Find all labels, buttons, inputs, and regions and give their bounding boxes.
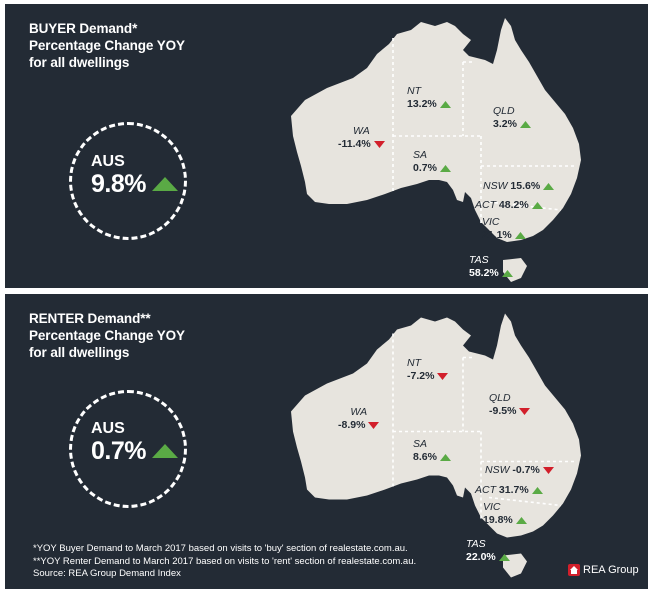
- region-act-name: ACT: [475, 199, 496, 211]
- aus-arrow-icon: [152, 444, 178, 458]
- aus-label: AUS: [91, 153, 125, 170]
- renter-demand-panel: RENTER Demand** Percentage Change YOY fo…: [5, 294, 648, 589]
- qld-arrow-icon: [519, 120, 531, 128]
- region-nt-name: NT: [407, 85, 421, 97]
- region-qld-value: -9.5%: [489, 405, 517, 417]
- region-nsw-value: 15.6%: [510, 180, 541, 192]
- mainland-shape: [291, 18, 581, 242]
- australia-map: [291, 18, 581, 282]
- region-vic-name: VIC: [482, 216, 500, 228]
- region-nsw-name: NSW: [485, 464, 510, 476]
- aus-value: 0.7%: [91, 437, 146, 465]
- aus-ring: [69, 390, 187, 508]
- region-wa-value: -8.9%: [338, 419, 366, 431]
- region-wa-name: WA: [352, 125, 370, 137]
- region-nt-name: NT: [407, 357, 421, 369]
- aus-label: AUS: [91, 420, 125, 437]
- region-nsw-name: NSW: [483, 180, 508, 192]
- region-act-value: 48.2%: [498, 199, 529, 211]
- footnote-renter: **YOY Renter Demand to March 2017 based …: [33, 555, 417, 567]
- state-borders: [392, 333, 575, 520]
- australia-map: [291, 313, 581, 578]
- mainland-shape: [291, 313, 581, 538]
- region-tas-name: TAS: [466, 538, 486, 550]
- sa-arrow-icon: [439, 453, 451, 461]
- renter-title: RENTER Demand** Percentage Change YOY fo…: [29, 310, 185, 361]
- act-arrow-icon: [531, 486, 543, 494]
- region-sa-name: SA: [413, 149, 428, 161]
- aus-ring: [69, 122, 187, 240]
- tas-arrow-icon: [501, 269, 513, 277]
- region-wa-name: WA: [350, 406, 368, 418]
- house-icon: [568, 564, 580, 577]
- region-act: ACT 31.7%: [475, 484, 543, 497]
- region-nt: NT -7.2%: [407, 357, 449, 383]
- region-tas: TAS 22.0%: [466, 538, 510, 564]
- region-nsw-value: -0.7%: [512, 464, 540, 476]
- buyer-title-line-1: BUYER Demand*: [29, 21, 138, 36]
- region-act: ACT 48.2%: [475, 199, 543, 212]
- buyer-demand-panel: BUYER Demand* Percentage Change YOY for …: [5, 4, 648, 288]
- region-sa: SA 8.6%: [413, 438, 451, 464]
- renter-title-line-2: Percentage Change YOY: [29, 328, 185, 343]
- wa-arrow-icon: [368, 421, 380, 429]
- wa-arrow-icon: [373, 140, 385, 148]
- nt-arrow-icon: [439, 100, 451, 108]
- region-tas-value: 58.2%: [469, 267, 499, 279]
- tasmania-shape: [503, 553, 527, 578]
- region-qld-value: 3.2%: [493, 118, 517, 130]
- region-vic: VIC 21.1%: [482, 216, 526, 242]
- vic-arrow-icon: [515, 516, 527, 524]
- footnotes: *YOY Buyer Demand to March 2017 based on…: [33, 543, 416, 581]
- region-sa-name: SA: [413, 438, 428, 450]
- region-wa: WA -11.4%: [338, 125, 385, 151]
- sa-arrow-icon: [439, 164, 451, 172]
- region-wa: WA -8.9%: [338, 406, 380, 432]
- region-vic-name: VIC: [483, 501, 501, 513]
- region-qld-name: QLD: [489, 392, 511, 404]
- tas-arrow-icon: [498, 553, 510, 561]
- region-nsw: NSW -0.7%: [485, 464, 554, 477]
- region-sa-value: 8.6%: [413, 451, 437, 463]
- region-nsw: NSW 15.6%: [483, 180, 555, 193]
- region-tas: TAS 58.2%: [469, 254, 513, 280]
- region-nt: NT 13.2%: [407, 85, 451, 111]
- region-sa: SA 0.7%: [413, 149, 451, 175]
- brand-name: REA Group: [583, 564, 639, 576]
- region-vic-value: 21.1%: [482, 229, 512, 241]
- aus-arrow-icon: [152, 177, 178, 191]
- buyer-title: BUYER Demand* Percentage Change YOY for …: [29, 20, 185, 71]
- renter-title-line-3: for all dwellings: [29, 345, 130, 360]
- qld-arrow-icon: [519, 407, 531, 415]
- vic-arrow-icon: [514, 231, 526, 239]
- region-act-name: ACT: [475, 484, 496, 496]
- state-borders: [392, 38, 575, 224]
- nt-arrow-icon: [437, 372, 449, 380]
- region-qld: QLD -9.5%: [489, 392, 531, 418]
- region-tas-value: 22.0%: [466, 551, 496, 563]
- nsw-arrow-icon: [542, 466, 554, 474]
- region-tas-name: TAS: [469, 254, 489, 266]
- rea-group-logo: REA Group: [568, 564, 639, 577]
- region-nt-value: 13.2%: [407, 98, 437, 110]
- region-qld-name: QLD: [493, 105, 515, 117]
- region-vic: VIC 19.8%: [483, 501, 527, 527]
- region-vic-value: 19.8%: [483, 514, 513, 526]
- buyer-title-line-2: Percentage Change YOY: [29, 38, 185, 53]
- region-nt-value: -7.2%: [407, 370, 435, 382]
- aus-value: 9.8%: [91, 170, 146, 198]
- nsw-arrow-icon: [543, 182, 555, 190]
- region-wa-value: -11.4%: [338, 138, 371, 150]
- act-arrow-icon: [531, 201, 543, 209]
- buyer-title-line-3: for all dwellings: [29, 55, 130, 70]
- region-qld: QLD 3.2%: [493, 105, 531, 131]
- renter-title-line-1: RENTER Demand**: [29, 311, 151, 326]
- footnote-buyer: *YOY Buyer Demand to March 2017 based on…: [33, 543, 408, 554]
- region-act-value: 31.7%: [498, 484, 529, 496]
- footnote-source: Source: REA Group Demand Index: [33, 568, 181, 579]
- region-sa-value: 0.7%: [413, 162, 437, 174]
